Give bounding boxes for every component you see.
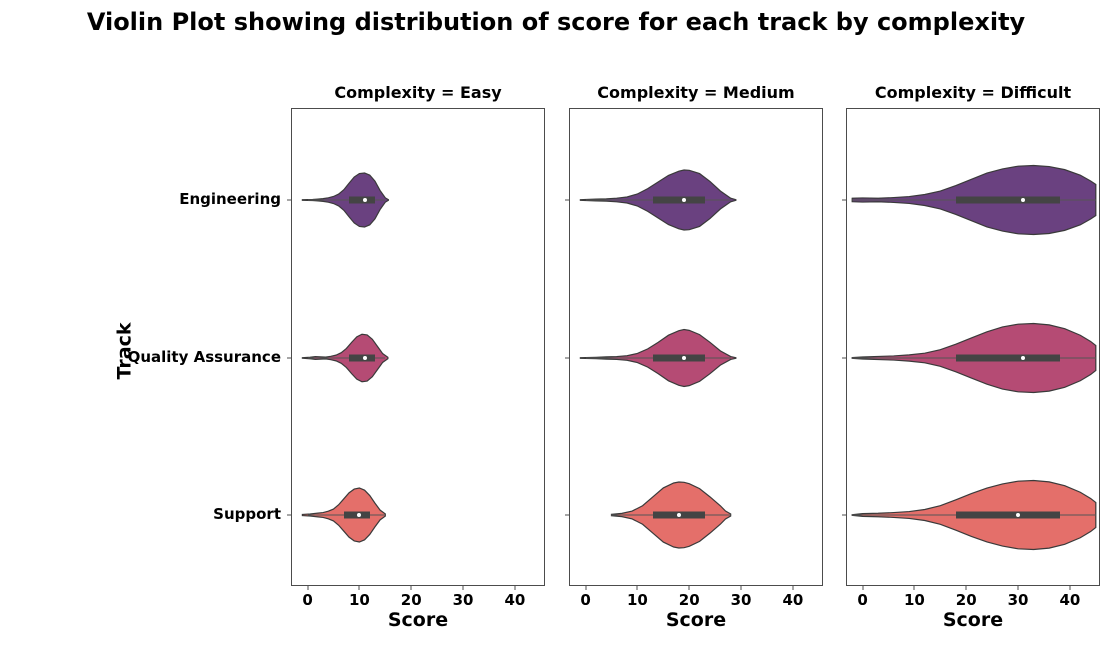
- ytick-label: Quality Assurance: [121, 348, 281, 366]
- median-dot: [677, 513, 681, 517]
- median-dot: [1021, 356, 1025, 360]
- xtick-label: 0: [857, 591, 867, 609]
- panel-0: Complexity = EasyScore010203040: [291, 108, 545, 586]
- iqr-box: [956, 354, 1060, 361]
- x-axis-label: Score: [292, 609, 544, 631]
- panel-title: Complexity = Easy: [292, 83, 544, 102]
- iqr-box: [653, 196, 705, 203]
- xtick-label: 10: [349, 591, 370, 609]
- x-axis-label: Score: [847, 609, 1099, 631]
- panel-1: Complexity = MediumScore010203040: [569, 108, 823, 586]
- figure-suptitle: Violin Plot showing distribution of scor…: [0, 8, 1112, 36]
- xtick-label: 20: [956, 591, 977, 609]
- median-dot: [363, 356, 367, 360]
- xtick-label: 20: [679, 591, 700, 609]
- xtick-label: 0: [302, 591, 312, 609]
- xtick-label: 40: [1059, 591, 1080, 609]
- iqr-box: [653, 354, 705, 361]
- median-dot: [1016, 513, 1020, 517]
- xtick-label: 10: [627, 591, 648, 609]
- figure: Violin Plot showing distribution of scor…: [0, 0, 1112, 661]
- median-dot: [682, 356, 686, 360]
- iqr-box: [956, 512, 1060, 519]
- median-dot: [363, 198, 367, 202]
- xtick-label: 30: [1008, 591, 1029, 609]
- median-dot: [1021, 198, 1025, 202]
- iqr-box: [956, 196, 1060, 203]
- xtick-label: 40: [782, 591, 803, 609]
- xtick-label: 20: [401, 591, 422, 609]
- xtick-label: 40: [504, 591, 525, 609]
- ytick-label: Engineering: [121, 190, 281, 208]
- xtick-label: 30: [453, 591, 474, 609]
- median-dot: [357, 513, 361, 517]
- ytick-label: Support: [121, 505, 281, 523]
- xtick-label: 10: [904, 591, 925, 609]
- panel-title: Complexity = Difficult: [847, 83, 1099, 102]
- panel-2: Complexity = DifficultScore010203040: [846, 108, 1100, 586]
- xtick-label: 30: [731, 591, 752, 609]
- xtick-label: 0: [580, 591, 590, 609]
- x-axis-label: Score: [570, 609, 822, 631]
- panel-title: Complexity = Medium: [570, 83, 822, 102]
- median-dot: [682, 198, 686, 202]
